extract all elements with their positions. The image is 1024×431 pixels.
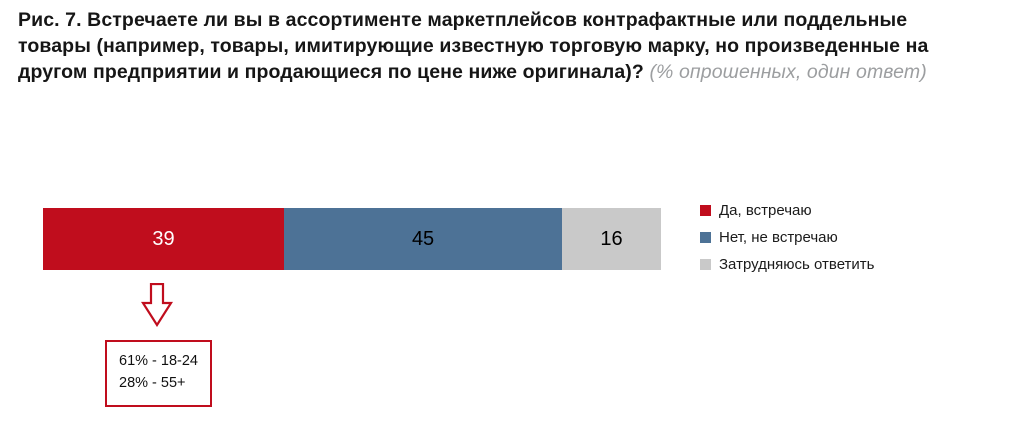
bar-value-undecided: 16 [600, 227, 623, 250]
legend-item-undecided: Затрудняюсь ответить [700, 256, 874, 273]
stacked-bar: 39 45 16 [43, 208, 661, 270]
bar-segment-undecided: 16 [562, 208, 661, 270]
down-arrow-icon [140, 282, 174, 328]
legend-label-no: Нет, не встречаю [719, 229, 838, 246]
annotation-line-1: 61% - 18-24 [119, 353, 198, 369]
figure-title: Рис. 7. Встречаете ли вы в ассортименте … [18, 8, 974, 86]
figure-title-note: (% опрошенных, один ответ) [649, 60, 927, 83]
annotation-line-2: 28% - 55+ [119, 374, 186, 391]
legend-swatch-blue-icon [700, 232, 711, 243]
bar-value-yes: 39 [152, 227, 175, 250]
legend-label-yes: Да, встречаю [719, 202, 812, 219]
legend-swatch-gray-icon [700, 259, 711, 270]
legend-item-yes: Да, встречаю [700, 202, 874, 219]
legend-item-no: Нет, не встречаю [700, 229, 874, 246]
annotation-box: 61% - 18-24 28% - 55+ [105, 340, 212, 407]
legend-label-undecided: Затрудняюсь ответить [719, 256, 875, 273]
figure-title-text: Рис. 7. Встречаете ли вы в ассортименте … [18, 9, 929, 83]
bar-segment-no: 45 [284, 208, 563, 270]
legend: Да, встречаю Нет, не встречаю Затрудняюс… [700, 202, 874, 273]
bar-value-no: 45 [411, 227, 435, 250]
legend-swatch-red-icon [700, 205, 711, 216]
bar-segment-yes: 39 [43, 208, 285, 270]
